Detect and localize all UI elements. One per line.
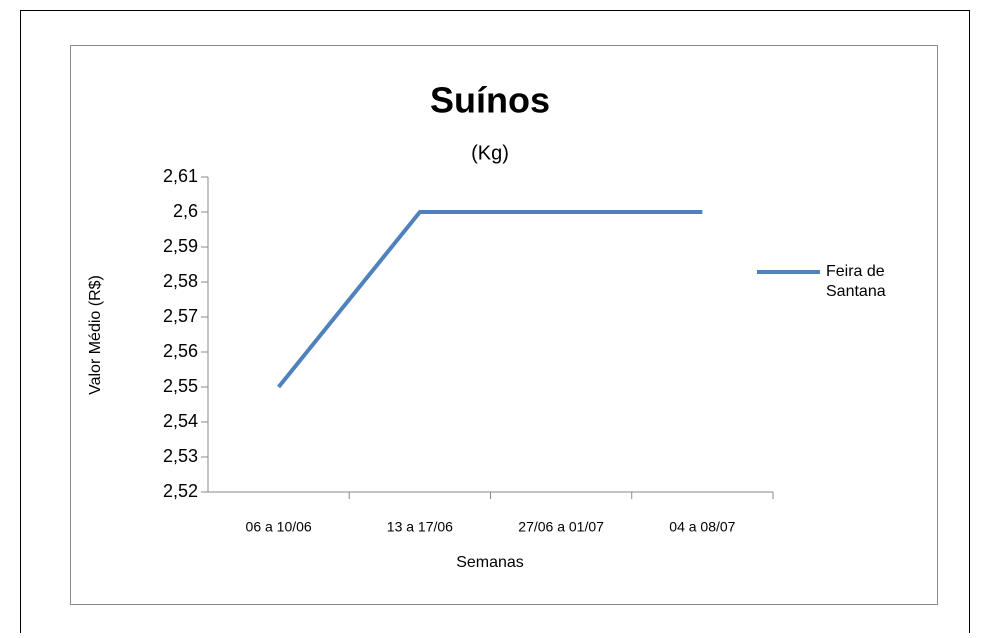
y-axis-label: Valor Médio (R$) (87, 275, 104, 395)
chart-border (70, 45, 938, 605)
x-axis-label: Semanas (456, 554, 524, 571)
y-tick-label: 2,52 (163, 481, 198, 501)
y-tick-label: 2,57 (163, 306, 198, 326)
y-tick-label: 2,6 (173, 201, 198, 221)
y-tick-label: 2,61 (163, 166, 198, 186)
y-tick-label: 2,56 (163, 341, 198, 361)
page-frame (20, 10, 970, 633)
x-tick-label: 27/06 a 01/07 (518, 519, 604, 535)
y-tick-label: 2,58 (163, 271, 198, 291)
x-tick-label: 06 a 10/06 (246, 519, 312, 535)
x-tick-label: 04 a 08/07 (669, 519, 735, 535)
legend-label: Feira de Santana (826, 263, 886, 300)
y-tick-label: 2,54 (163, 411, 198, 431)
chart-subtitle: (Kg) (471, 142, 509, 164)
chart-title: Suínos (430, 80, 550, 121)
y-tick-label: 2,53 (163, 446, 198, 466)
x-tick-label: 13 a 17/06 (387, 519, 453, 535)
y-tick-label: 2,59 (163, 236, 198, 256)
y-tick-label: 2,55 (163, 376, 198, 396)
series-line (277, 210, 703, 389)
